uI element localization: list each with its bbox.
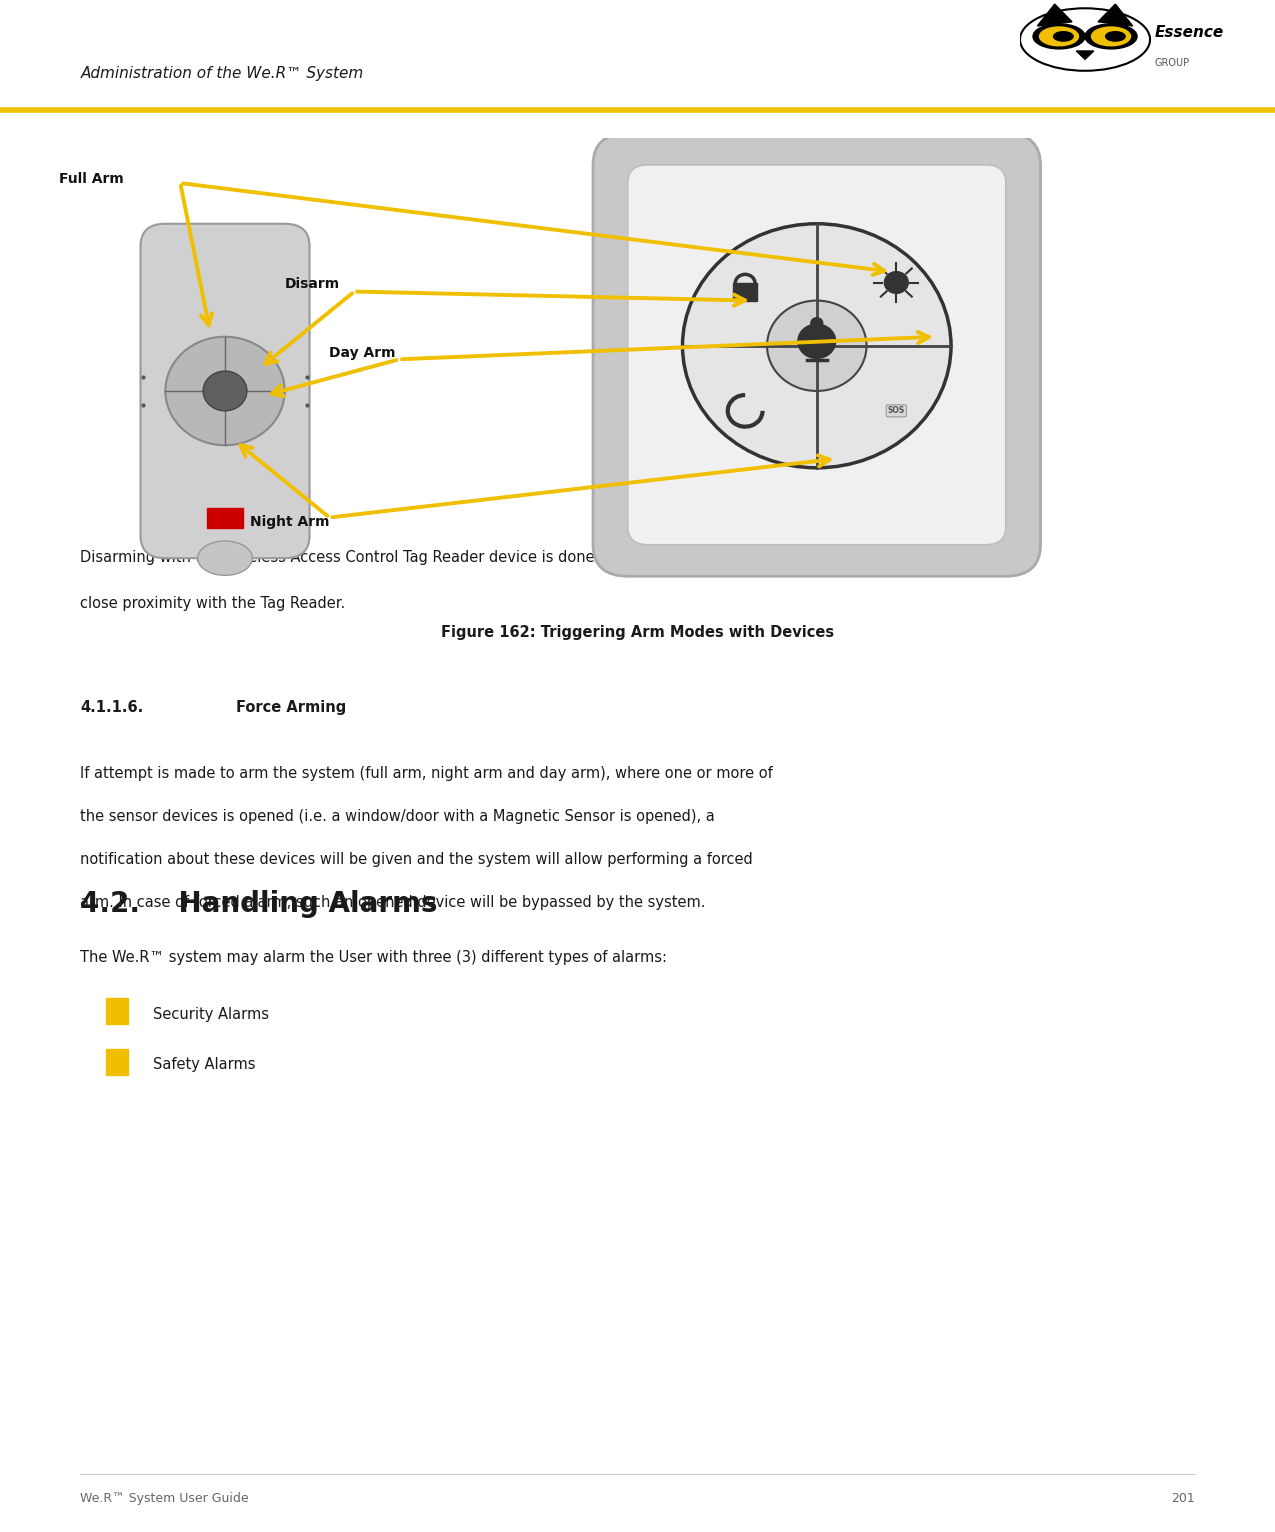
Circle shape [811, 317, 822, 328]
Text: Day Arm: Day Arm [329, 346, 397, 360]
Circle shape [1105, 32, 1125, 41]
Text: the sensor devices is opened (i.e. a window/door with a Magnetic Sensor is opene: the sensor devices is opened (i.e. a win… [80, 809, 715, 824]
Circle shape [768, 300, 867, 391]
Circle shape [1091, 28, 1131, 46]
FancyBboxPatch shape [106, 999, 128, 1023]
Circle shape [1085, 25, 1137, 49]
Bar [207, 509, 244, 529]
Text: Essence: Essence [1154, 25, 1224, 40]
Text: arm. In case of forced alarm, such an opened device will be bypassed by the syst: arm. In case of forced alarm, such an op… [80, 895, 706, 910]
Polygon shape [1076, 51, 1094, 60]
Text: 4.1.1.6.: 4.1.1.6. [80, 700, 144, 715]
Text: If attempt is made to arm the system (full arm, night arm and day arm), where on: If attempt is made to arm the system (fu… [80, 766, 773, 781]
Text: SOS: SOS [887, 406, 905, 415]
FancyBboxPatch shape [140, 224, 310, 558]
Circle shape [1033, 25, 1085, 49]
Text: GROUP: GROUP [1154, 58, 1190, 69]
Circle shape [1020, 8, 1150, 70]
Text: Force Arming: Force Arming [236, 700, 346, 715]
Text: close proximity with the Tag Reader.: close proximity with the Tag Reader. [80, 596, 346, 611]
Text: Administration of the We.R™ System: Administration of the We.R™ System [80, 66, 363, 81]
Text: The We.R™ system may alarm the User with three (3) different types of alarms:: The We.R™ system may alarm the User with… [80, 950, 667, 965]
Text: We.R™ System User Guide: We.R™ System User Guide [80, 1492, 249, 1504]
Polygon shape [1098, 5, 1132, 26]
Text: notification about these devices will be given and the system will allow perform: notification about these devices will be… [80, 852, 754, 867]
Circle shape [1053, 32, 1074, 41]
Text: Disarm: Disarm [284, 277, 340, 291]
Circle shape [166, 337, 284, 446]
Text: Full Arm: Full Arm [59, 172, 124, 185]
Polygon shape [1038, 5, 1072, 26]
Bar [733, 283, 757, 302]
Text: Safety Alarms: Safety Alarms [153, 1057, 255, 1072]
Text: 201: 201 [1170, 1492, 1195, 1504]
Text: 4.2.    Handling Alarms: 4.2. Handling Alarms [80, 890, 437, 918]
Text: Disarming with the Wireless Access Control Tag Reader device is done by putting : Disarming with the Wireless Access Contr… [80, 550, 751, 565]
Circle shape [885, 271, 908, 293]
FancyBboxPatch shape [106, 1049, 128, 1075]
Circle shape [203, 371, 247, 411]
Circle shape [682, 224, 951, 467]
Text: Figure 162: Triggering Arm Modes with Devices: Figure 162: Triggering Arm Modes with De… [441, 625, 834, 640]
Text: Security Alarms: Security Alarms [153, 1007, 269, 1022]
FancyBboxPatch shape [593, 133, 1040, 576]
Text: Night Arm: Night Arm [250, 515, 329, 529]
Ellipse shape [798, 325, 835, 358]
Ellipse shape [198, 541, 252, 576]
FancyBboxPatch shape [627, 165, 1006, 545]
Circle shape [1039, 28, 1079, 46]
